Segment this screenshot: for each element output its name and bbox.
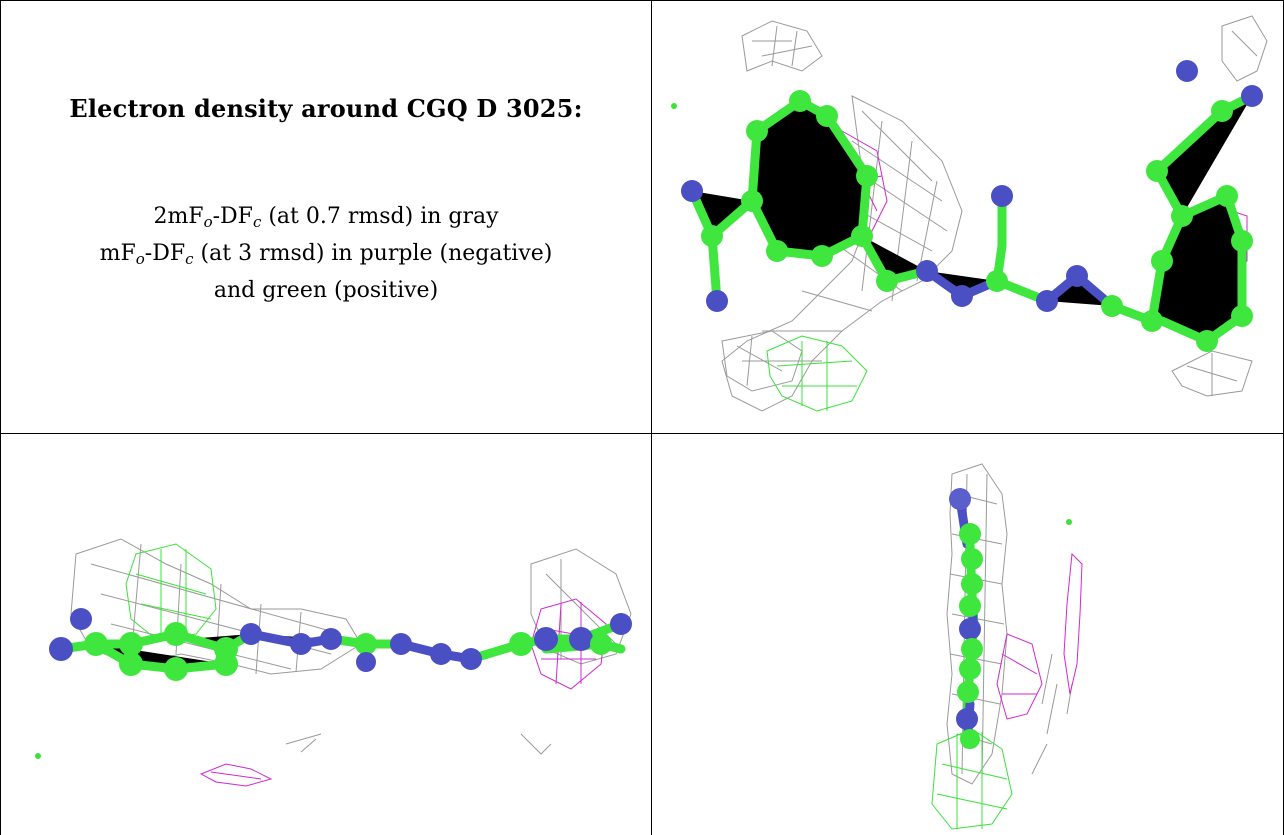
- atoms: [949, 488, 1072, 749]
- caption-cell: Electron density around CGQ D 3025: 2mFo…: [1, 1, 651, 433]
- legend-line-2fofc: 2mFo-DFc (at 0.7 rmsd) in gray: [153, 204, 499, 231]
- table-divider-vertical: [651, 0, 652, 835]
- table-divider-horizontal: [0, 433, 1284, 434]
- atoms: [671, 60, 1263, 352]
- mesh-green: [125, 543, 217, 640]
- molecule-render-bottom-left: [35, 538, 632, 787]
- density-view-top-right: [652, 1, 1283, 433]
- mesh-gray: [721, 15, 1268, 412]
- table-border-left: [0, 0, 1, 835]
- mesh-purple: [996, 552, 1083, 720]
- legend-line-positive: and green (positive): [213, 278, 439, 303]
- legend-line-fofc: mFo-DFc (at 3 rmsd) in purple (negative): [99, 241, 553, 268]
- molecule-render-bottom-right: [931, 463, 1083, 830]
- density-view-bottom-left: [1, 434, 651, 835]
- molecule-render-top-right: [671, 15, 1268, 412]
- atoms: [35, 608, 632, 759]
- mesh-green: [766, 335, 868, 412]
- density-view-bottom-right: [652, 434, 1283, 835]
- bonds: [687, 91, 1257, 347]
- table-border-top: [0, 0, 1284, 1]
- mesh-green: [931, 728, 1013, 830]
- caption-title: Electron density around CGQ D 3025:: [69, 94, 583, 123]
- caption-legend: 2mFo-DFc (at 0.7 rmsd) in gray mFo-DFc (…: [1, 201, 651, 307]
